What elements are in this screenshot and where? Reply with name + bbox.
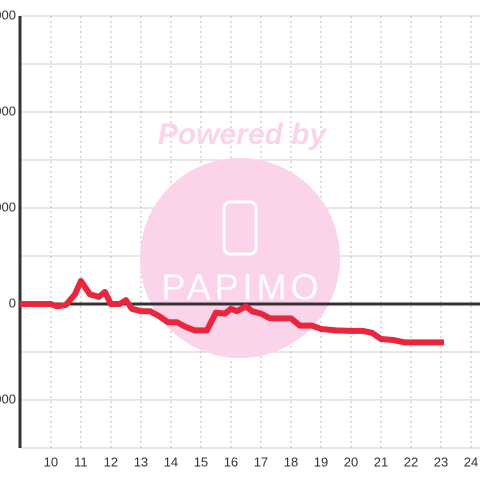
- y-tick-label: 4,000: [0, 103, 16, 118]
- x-tick-label: 20: [344, 454, 358, 469]
- x-tick-label: 21: [374, 454, 388, 469]
- x-tick-label: 11: [74, 454, 88, 469]
- y-tick-label: 6,000: [0, 7, 16, 22]
- y-tick-label: -2,000: [0, 391, 16, 406]
- x-tick-label: 10: [44, 454, 58, 469]
- x-tick-label: 17: [254, 454, 268, 469]
- watermark-text: Powered by: [158, 118, 328, 151]
- x-tick-label: 22: [404, 454, 418, 469]
- watermark-icon: [222, 200, 258, 256]
- x-tick-label: 24: [464, 454, 478, 469]
- x-tick-label: 15: [194, 454, 208, 469]
- x-tick-label: 12: [104, 454, 118, 469]
- x-tick-label: 13: [134, 454, 148, 469]
- x-tick-label: 16: [224, 454, 238, 469]
- data-line: [20, 277, 444, 346]
- x-tick-label: 23: [434, 454, 448, 469]
- watermark-circle: [140, 158, 340, 358]
- x-tick-label: 18: [284, 454, 298, 469]
- x-tick-label: 19: [314, 454, 328, 469]
- watermark-logo: PAPIMO: [161, 267, 322, 308]
- x-tick-label: 14: [164, 454, 178, 469]
- y-tick-label: 2,000: [0, 199, 16, 214]
- y-tick-label: 0: [9, 295, 16, 310]
